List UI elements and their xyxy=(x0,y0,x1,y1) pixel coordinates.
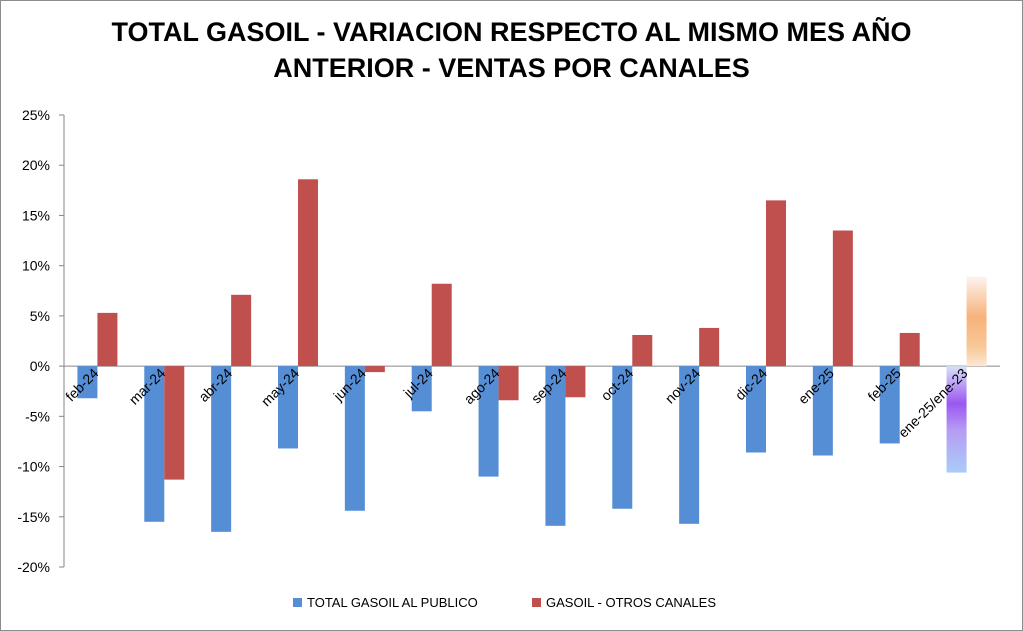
bar-publico-sep-24 xyxy=(545,366,566,526)
bar-otros-feb-24 xyxy=(97,312,118,367)
y-tick-label: 20% xyxy=(22,157,50,173)
bar-publico-nov-24 xyxy=(679,366,700,524)
bar-publico-oct-24 xyxy=(612,366,633,509)
bar-publico-jul-24 xyxy=(411,366,432,412)
y-tick-label: 5% xyxy=(30,308,50,324)
bar-publico-may-24 xyxy=(278,366,298,449)
chart-title-line-1: TOTAL GASOIL - VARIACION RESPECTO AL MIS… xyxy=(111,17,912,47)
bar-otros-may-24 xyxy=(298,179,318,367)
y-tick-label: -5% xyxy=(25,408,50,424)
y-tick-label: -15% xyxy=(17,509,50,525)
bar-otros-mar-24 xyxy=(164,366,185,480)
bar-otros-jun-24 xyxy=(364,366,385,373)
bar-otros-sep-24 xyxy=(565,366,586,398)
y-tick-label: -10% xyxy=(17,459,50,475)
bar-otros-ene-25/ene-23 xyxy=(966,276,987,367)
y-tick-label: 10% xyxy=(22,258,50,274)
chart-title: TOTAL GASOIL - VARIACION RESPECTO AL MIS… xyxy=(0,14,1023,86)
bar-publico-ene-25/ene-23 xyxy=(946,366,967,473)
bar-otros-ago-24 xyxy=(498,366,519,401)
bar-otros-ene-25 xyxy=(832,230,853,367)
legend-swatch-otros xyxy=(532,598,541,607)
bar-otros-dic-24 xyxy=(766,200,786,367)
bar-publico-abr-24 xyxy=(211,366,232,532)
bar-publico-ene-25 xyxy=(812,366,833,456)
bar-otros-feb-25 xyxy=(899,332,920,367)
bar-publico-jun-24 xyxy=(344,366,365,511)
y-tick-label: 15% xyxy=(22,207,50,223)
chart-title-line-2: ANTERIOR - VENTAS POR CANALES xyxy=(273,53,750,83)
bar-otros-jul-24 xyxy=(431,283,452,367)
y-tick-label: -20% xyxy=(17,559,50,575)
bar-otros-nov-24 xyxy=(699,327,720,367)
bar-publico-ago-24 xyxy=(478,366,499,477)
y-tick-label: 0% xyxy=(30,358,50,374)
legend-label-otros: GASOIL - OTROS CANALES xyxy=(546,595,716,610)
bar-publico-dic-24 xyxy=(746,366,766,453)
bar-publico-feb-24 xyxy=(77,366,98,399)
bar-otros-oct-24 xyxy=(632,334,653,367)
bar-publico-mar-24 xyxy=(144,366,165,522)
legend-swatch-publico xyxy=(293,598,302,607)
legend-label-publico: TOTAL GASOIL AL PUBLICO xyxy=(307,595,478,610)
bar-publico-feb-25 xyxy=(879,366,900,444)
bar-otros-abr-24 xyxy=(231,294,252,367)
y-tick-label: 25% xyxy=(22,107,50,123)
